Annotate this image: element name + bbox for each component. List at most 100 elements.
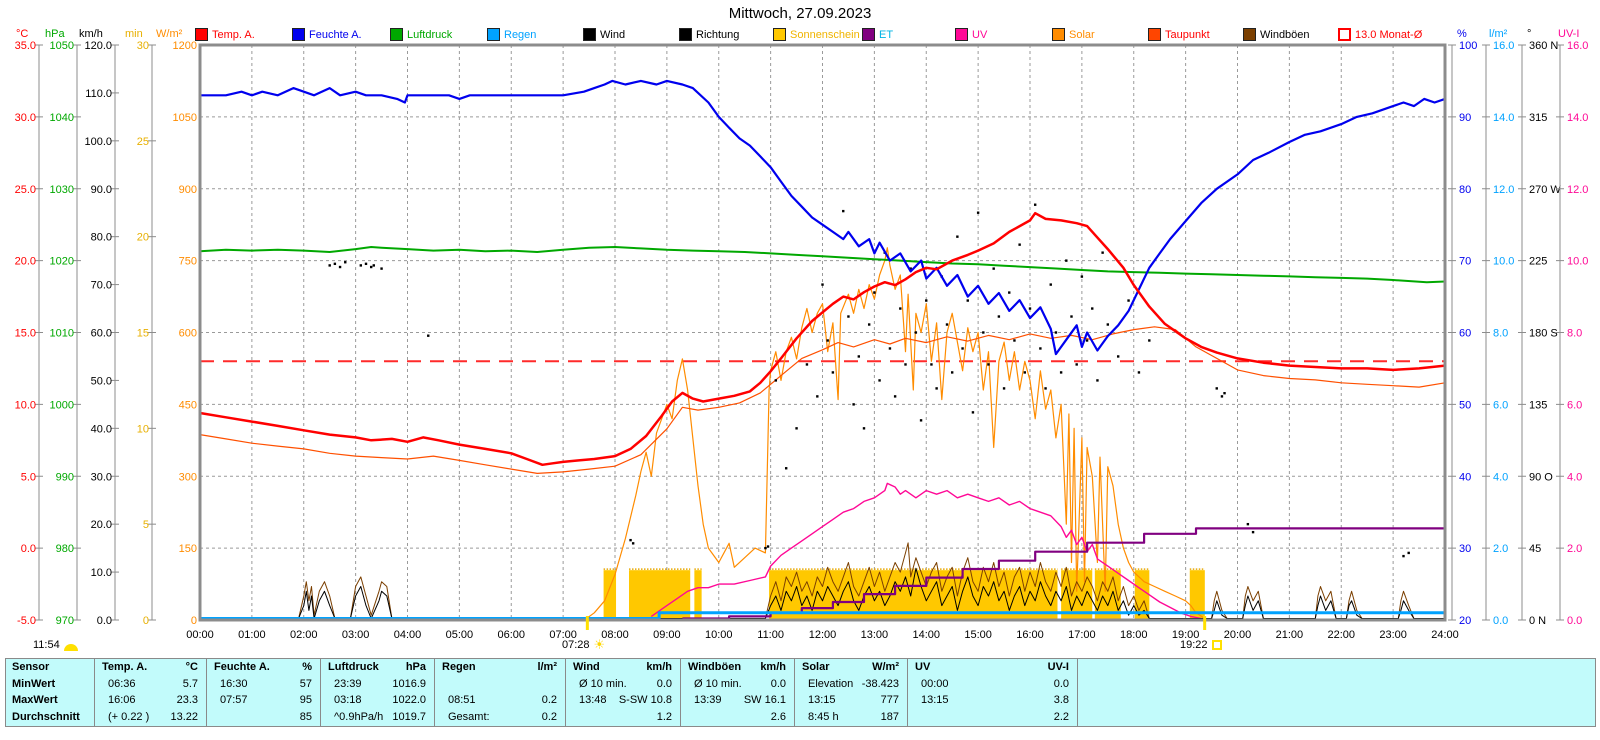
- axis-tick-label: 10.0: [15, 399, 36, 411]
- axis-unit-2: km/h: [79, 28, 103, 40]
- stats-cell-row: Ø 10 min. 0.0: [566, 676, 680, 693]
- stats-header-unit: km/h: [646, 661, 672, 673]
- x-tick-label: 03:00: [342, 629, 370, 641]
- stat-cell-value: 57: [299, 677, 312, 690]
- x-axis-labels: 00:00 01:00 02:00 03:00 04:00 05:00 06:00 07:00…: [186, 629, 1459, 641]
- stats-header-name: UV: [915, 661, 931, 673]
- stats-row-label: Durchschnitt: [6, 709, 94, 726]
- stat-cell-value: 85: [299, 710, 312, 723]
- stats-cell-row: 13:48 S-SW 10.8: [566, 692, 680, 709]
- series-taupunkt: [199, 326, 1446, 474]
- stats-header-unit: %: [302, 661, 312, 673]
- axis-unit-1: hPa: [45, 28, 65, 40]
- axis-scale-l/m²: 16.0 14.0 12.0 10.0 8.0 6.0 4.0 2.0 0.0: [1482, 40, 1514, 627]
- stats-row-label-text: Sensor: [12, 661, 50, 673]
- stat-cell-time: [681, 709, 694, 726]
- axis-tick-label: 20: [137, 232, 149, 244]
- axis-tick-label: 16.0: [1567, 40, 1588, 52]
- page-title: Mittwoch, 27.09.2023: [728, 5, 872, 22]
- legend-item-8: UV: [955, 28, 987, 41]
- axis-tick-label: 14.0: [1567, 112, 1588, 124]
- legend-label: Taupunkt: [1165, 28, 1210, 41]
- stat-cell-time: 16:30: [220, 677, 248, 690]
- stats-cell-row: ^0.9hPa/h 1019.7: [321, 709, 434, 726]
- series-solar: [586, 247, 1206, 620]
- stats-column-3: Regen l/m² 08:51 0.2 Gesamt: 0.2: [434, 659, 565, 726]
- axis-tick-label: 10: [137, 423, 149, 435]
- axis-tick-label: 5: [143, 519, 149, 531]
- legend-label: Richtung: [696, 28, 740, 41]
- x-tick-label: 09:00: [653, 629, 681, 641]
- stat-cell-value: 777: [880, 694, 899, 706]
- x-tick-label: 22:00: [1327, 629, 1355, 641]
- x-tick-label: 19:00: [1172, 629, 1200, 641]
- legend-swatch-icon: [195, 28, 208, 41]
- x-tick-label: 11:00: [757, 629, 784, 641]
- stats-header-name: Luftdruck: [328, 661, 379, 673]
- legend-swatch-icon: [862, 28, 875, 41]
- stat-cell-time: [908, 709, 921, 726]
- legend-label: Luftdruck: [407, 28, 453, 41]
- stats-row-label-text: Durchschnitt: [12, 710, 80, 723]
- axis-tick-label: 900: [179, 184, 197, 196]
- axis-tick-label: 25.0: [15, 184, 36, 196]
- stat-cell-time: 13:15: [921, 694, 949, 706]
- axis-scale-hPa: 1050 1040 1030 1020 1010 1000 990 980 970: [50, 40, 81, 627]
- legend-swatch-icon: [679, 28, 692, 41]
- stat-cell-value: -38.423: [861, 677, 899, 690]
- x-tick-label: 04:00: [394, 629, 422, 641]
- stats-cell-row: 07:57 95: [207, 692, 320, 709]
- axis-tick-label: 980: [56, 543, 74, 555]
- stats-row-label: MinWert: [6, 676, 94, 693]
- axis-tick-label: 8.0: [1493, 328, 1508, 340]
- stats-cell-row: 2.2: [908, 709, 1077, 726]
- stats-cell-row: 03:18 1022.0: [321, 692, 434, 709]
- axis-tick-label: 100: [1459, 40, 1477, 52]
- axis-tick-label: 2.0: [1567, 543, 1582, 555]
- day-length: 11:54: [33, 639, 78, 651]
- axis-tick-label: 30: [137, 40, 149, 52]
- stats-header-unit: l/m²: [537, 661, 557, 673]
- legend-swatch-icon: [773, 28, 786, 41]
- stat-cell-value: 2.6: [770, 710, 786, 723]
- legend-item-1: Feuchte A.: [292, 28, 362, 41]
- stats-column-7: UV UV-I 00:00 0.0 13:15 3.8 2.2: [907, 659, 1077, 726]
- sunrise-marker: 07:28 ☀: [562, 639, 605, 652]
- legend-swatch-icon: [1148, 28, 1161, 41]
- axis-tick-label: 12.0: [1493, 184, 1514, 196]
- axis-tick-label: 0.0: [21, 543, 36, 555]
- axis-tick-label: 25: [137, 136, 149, 148]
- legend-label: ET: [879, 28, 894, 41]
- axis-tick-label: 12.0: [1567, 184, 1588, 196]
- axis-tick-label: 8.0: [1567, 328, 1582, 340]
- day-length-sun-icon: [63, 644, 78, 651]
- stat-cell-time: Ø 10 min.: [579, 677, 627, 690]
- stat-cell-value: 1019.7: [392, 710, 426, 723]
- axis-tick-label: 60: [1459, 328, 1471, 340]
- x-tick-label: 08:00: [601, 629, 629, 641]
- stats-row-label-text: MaxWert: [12, 694, 58, 706]
- stats-cell-row: Ø 10 min. 0.0: [681, 676, 794, 693]
- axis-tick-label: 0.0: [1493, 615, 1508, 627]
- axis-tick-label: 15: [137, 328, 149, 340]
- axis-scale-km/h: 120.0 110.0 100.0 90.0 80.0 70.0 60.0 50.0 40.0 3…: [84, 40, 119, 627]
- axis-tick-label: 0.0: [97, 615, 112, 627]
- series-windb-en: [200, 542, 1445, 619]
- stat-cell-time: 13:48: [579, 694, 607, 706]
- axis-tick-label: 110.0: [85, 88, 112, 100]
- legend-swatch-icon: [1338, 28, 1351, 41]
- stats-row-label: Sensor: [6, 659, 94, 676]
- axis-tick-label: 30.0: [91, 471, 112, 483]
- axis-tick-label: 20: [1459, 615, 1471, 627]
- stat-cell-time: Elevation: [808, 677, 854, 690]
- stats-cell-row: 06:36 5.7: [95, 676, 206, 693]
- stats-table: Sensor MinWert MaxWert Durchschnitt Temp. A.…: [5, 658, 1596, 727]
- axis-tick-label: 10.0: [91, 567, 112, 579]
- stats-cell-row: 16:06 23.3: [95, 692, 206, 709]
- axis-tick-label: 315: [1529, 112, 1547, 124]
- sunshine-bars: [603, 568, 1205, 619]
- stats-column-header: Wind km/h: [566, 659, 680, 676]
- x-tick-label: 15:00: [964, 629, 992, 641]
- stat-cell-time: 8:45 h: [808, 710, 839, 723]
- stats-cell-row: 08:51 0.2: [435, 692, 565, 709]
